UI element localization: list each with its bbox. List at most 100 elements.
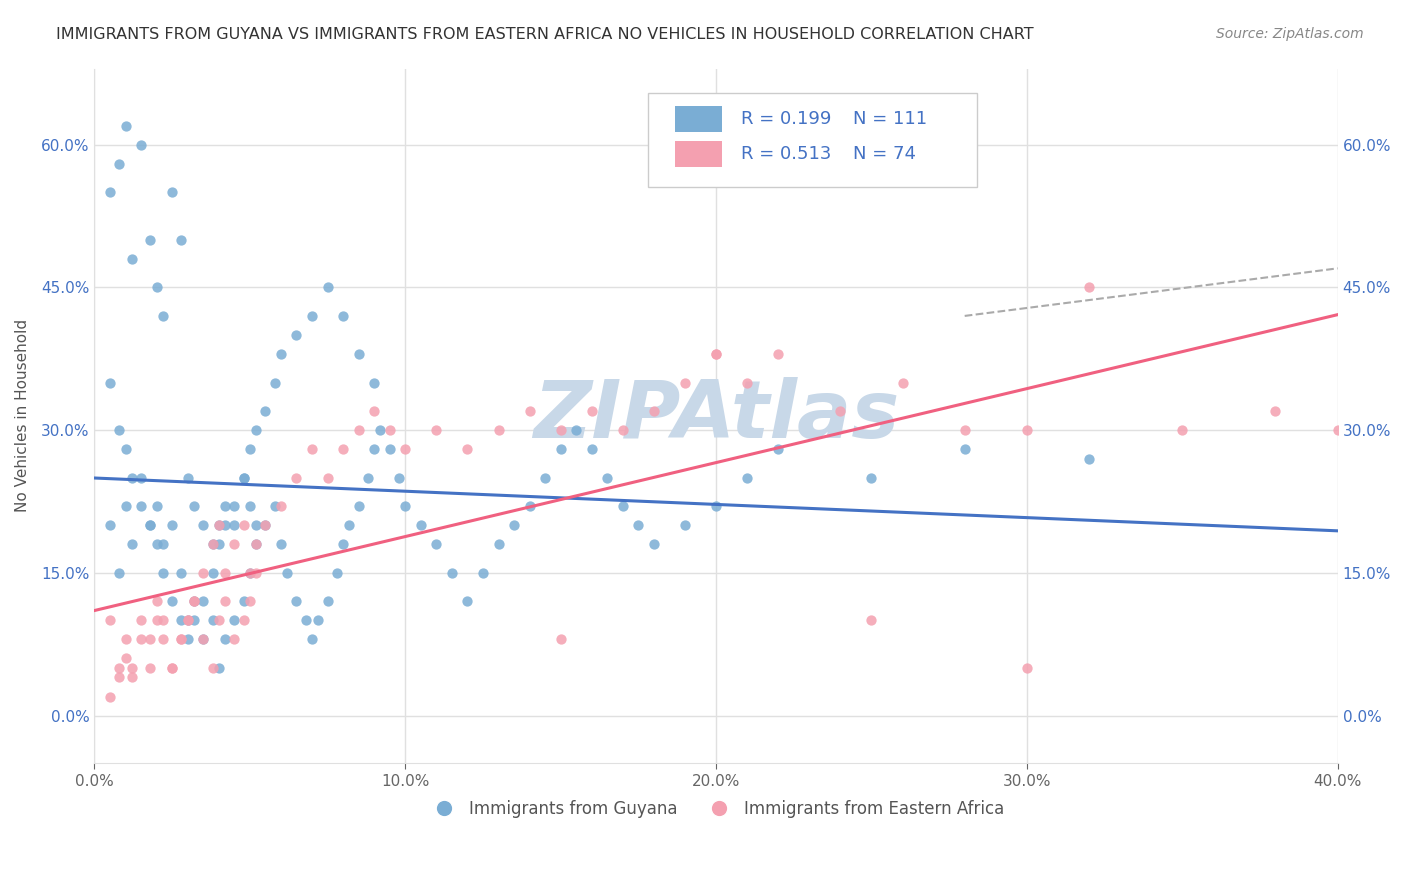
Point	[245, 518, 267, 533]
Point	[357, 471, 380, 485]
Point	[766, 442, 789, 457]
Point	[183, 594, 205, 608]
Point	[121, 661, 143, 675]
Point	[627, 518, 650, 533]
Point	[488, 423, 510, 437]
Point	[152, 537, 174, 551]
Point	[170, 566, 193, 580]
Point	[152, 309, 174, 323]
Point	[129, 471, 152, 485]
Point	[214, 632, 236, 647]
Y-axis label: No Vehicles in Household: No Vehicles in Household	[15, 319, 30, 512]
Point	[232, 518, 254, 533]
Point	[1171, 423, 1194, 437]
Text: N = 74: N = 74	[853, 145, 915, 163]
Point	[581, 404, 603, 418]
Point	[363, 442, 385, 457]
Point	[332, 309, 354, 323]
Point	[160, 661, 183, 675]
Point	[295, 614, 318, 628]
Point	[145, 280, 167, 294]
Point	[129, 137, 152, 152]
Point	[145, 500, 167, 514]
Point	[239, 594, 262, 608]
Point	[735, 376, 758, 390]
Point	[254, 518, 277, 533]
Point	[239, 500, 262, 514]
Point	[114, 442, 136, 457]
Point	[108, 661, 131, 675]
Point	[129, 632, 152, 647]
Point	[363, 404, 385, 418]
Point	[735, 471, 758, 485]
Point	[596, 471, 619, 485]
Point	[224, 518, 246, 533]
Point	[239, 442, 262, 457]
Point	[612, 500, 634, 514]
Text: IMMIGRANTS FROM GUYANA VS IMMIGRANTS FROM EASTERN AFRICA NO VEHICLES IN HOUSEHOL: IMMIGRANTS FROM GUYANA VS IMMIGRANTS FRO…	[56, 27, 1033, 42]
Point	[201, 566, 224, 580]
Point	[860, 614, 883, 628]
Point	[232, 614, 254, 628]
Point	[145, 594, 167, 608]
Point	[170, 632, 193, 647]
Point	[193, 518, 215, 533]
Point	[224, 614, 246, 628]
Point	[425, 423, 447, 437]
Point	[347, 500, 370, 514]
Point	[245, 537, 267, 551]
Point	[152, 614, 174, 628]
Point	[363, 376, 385, 390]
Point	[550, 423, 572, 437]
Point	[160, 661, 183, 675]
Point	[108, 156, 131, 170]
Point	[394, 500, 416, 514]
Point	[263, 500, 285, 514]
Text: R = 0.513: R = 0.513	[741, 145, 831, 163]
Point	[332, 442, 354, 457]
Point	[129, 614, 152, 628]
Point	[177, 614, 200, 628]
Point	[326, 566, 349, 580]
Point	[177, 614, 200, 628]
Point	[121, 537, 143, 551]
Point	[160, 185, 183, 199]
Point	[307, 614, 329, 628]
Point	[456, 594, 478, 608]
Point	[193, 632, 215, 647]
Point	[270, 347, 292, 361]
Point	[1015, 423, 1038, 437]
Point	[98, 690, 121, 704]
Point	[98, 518, 121, 533]
Point	[208, 661, 231, 675]
Point	[152, 566, 174, 580]
Point	[114, 651, 136, 665]
Point	[891, 376, 914, 390]
Point	[208, 518, 231, 533]
Point	[224, 500, 246, 514]
Legend: Immigrants from Guyana, Immigrants from Eastern Africa: Immigrants from Guyana, Immigrants from …	[420, 793, 1011, 824]
Point	[503, 518, 526, 533]
Point	[488, 537, 510, 551]
Point	[301, 309, 323, 323]
Point	[177, 471, 200, 485]
Point	[332, 537, 354, 551]
FancyBboxPatch shape	[648, 93, 977, 186]
Point	[1264, 404, 1286, 418]
FancyBboxPatch shape	[675, 106, 723, 132]
Point	[98, 185, 121, 199]
Point	[183, 594, 205, 608]
Point	[581, 442, 603, 457]
Point	[152, 632, 174, 647]
Point	[612, 423, 634, 437]
Point	[224, 537, 246, 551]
Point	[378, 442, 401, 457]
Point	[643, 537, 665, 551]
Point	[108, 671, 131, 685]
Point	[643, 404, 665, 418]
Point	[139, 233, 162, 247]
Point	[121, 252, 143, 266]
Point	[519, 404, 541, 418]
Point	[183, 594, 205, 608]
Point	[347, 347, 370, 361]
